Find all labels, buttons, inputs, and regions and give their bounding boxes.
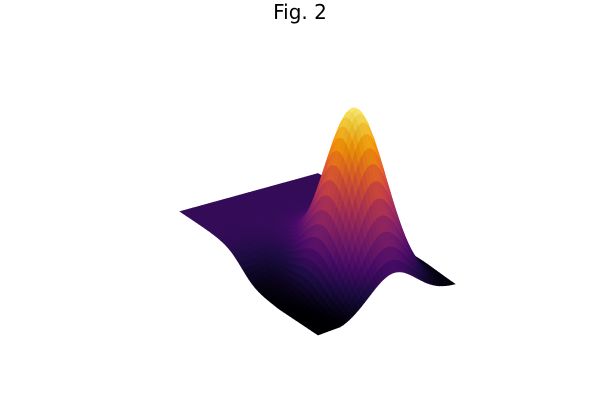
surface-facet [314, 331, 322, 336]
surface-mesh [179, 107, 456, 336]
figure-title: Fig. 2 [273, 0, 327, 24]
